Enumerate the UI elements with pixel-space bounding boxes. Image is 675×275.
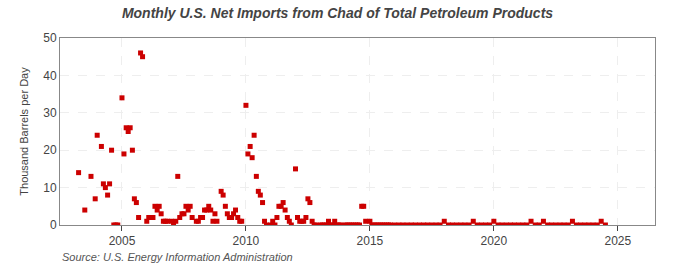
svg-text:10: 10 [43, 181, 57, 195]
svg-text:2020: 2020 [480, 234, 507, 248]
svg-text:Source: U.S. Energy Informatio: Source: U.S. Energy Information Administ… [62, 251, 293, 263]
svg-text:0: 0 [50, 218, 57, 232]
svg-text:Thousand Barrels per Day: Thousand Barrels per Day [18, 67, 30, 196]
svg-text:2025: 2025 [604, 234, 631, 248]
svg-text:2010: 2010 [233, 234, 260, 248]
svg-text:2005: 2005 [109, 234, 136, 248]
svg-text:30: 30 [43, 106, 57, 120]
svg-text:50: 50 [43, 31, 57, 45]
svg-text:40: 40 [43, 69, 57, 83]
svg-text:2015: 2015 [357, 234, 384, 248]
svg-text:20: 20 [43, 143, 57, 157]
svg-text:Monthly U.S. Net Imports from: Monthly U.S. Net Imports from Chad of To… [122, 5, 553, 21]
